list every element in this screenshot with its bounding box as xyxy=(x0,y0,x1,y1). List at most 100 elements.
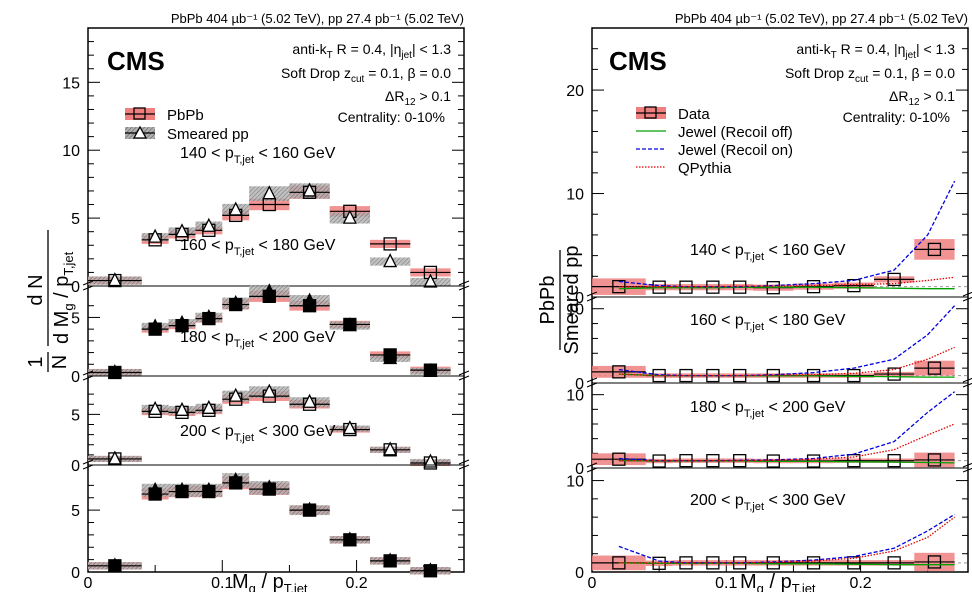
right-y-title-num: PbPb xyxy=(537,276,559,325)
pp-point xyxy=(302,501,317,516)
pt-bin-label: 160 < pT,jet < 180 GeV xyxy=(180,237,336,258)
svg-text:d N: d N xyxy=(25,274,47,305)
x-tick-label: 0.2 xyxy=(345,575,367,592)
left-y-title: 1 N d N d Mg / pT,jet xyxy=(25,230,76,372)
pt-bin-label: 140 < pT,jet < 160 GeV xyxy=(180,145,336,166)
svg-text:N: N xyxy=(49,355,71,369)
pp-point xyxy=(174,223,190,238)
pp-point xyxy=(107,557,122,572)
y-tick-label: 5 xyxy=(71,407,80,424)
ratio-point xyxy=(887,272,901,287)
left-plot-layer: 0 0.1 0.2 0 5 10 15 140 < pT,jet < 160 GeV 0 5 160… xyxy=(62,41,470,592)
ratio-point xyxy=(847,368,861,383)
axis-break-mark xyxy=(458,280,470,291)
legend-recoil-on-label: Jewel (Recoil on) xyxy=(678,142,793,159)
pp-point xyxy=(228,471,243,487)
legend-data-marker xyxy=(644,106,657,119)
pt-bin-label: 180 < pT,jet < 200 GeV xyxy=(180,329,336,350)
y-tick-label: 0 xyxy=(71,279,80,296)
ratio-point xyxy=(887,367,901,381)
model-curve-qpythia xyxy=(618,346,955,377)
legend-data-label: Data xyxy=(678,106,710,123)
pp-point xyxy=(107,450,122,465)
ratio-point xyxy=(887,556,901,570)
model-curve-jewel-recoil-on- xyxy=(618,305,956,377)
pp-point xyxy=(201,308,216,324)
pt-bin-label: 140 < pT,jet < 160 GeV xyxy=(690,242,846,263)
right-header: PbPb 404 µb⁻¹ (5.02 TeV), pp 27.4 pb⁻¹ (… xyxy=(675,11,968,26)
pp-point xyxy=(423,273,438,288)
pp-point xyxy=(342,531,357,546)
y-tick-label: 0 xyxy=(575,565,584,582)
pp-point xyxy=(302,182,317,197)
cms-label-right: CMS xyxy=(609,46,667,76)
y-tick-label: 0 xyxy=(575,461,584,478)
pp-point xyxy=(262,283,277,298)
model-curve-qpythia xyxy=(618,276,955,288)
y-tick-label: 10 xyxy=(566,302,584,319)
svg-text:1: 1 xyxy=(25,356,47,367)
axis-break-mark xyxy=(586,462,598,473)
model-curve-jewel-recoil-on- xyxy=(618,513,955,564)
info-softdrop-right: Soft Drop zcut = 0.1, β = 0.0 xyxy=(785,65,955,85)
y-tick-label: 0 xyxy=(71,458,80,475)
pp-point xyxy=(342,317,357,332)
legend-qpythia-label: QPythia xyxy=(678,160,732,177)
info-jet-right: anti-kT R = 0.4, |ηjet| < 1.3 xyxy=(796,41,955,61)
y-tick-label: 10 xyxy=(62,143,80,160)
pp-point xyxy=(423,453,438,468)
left-frame xyxy=(87,27,465,573)
pp-point xyxy=(342,209,357,224)
y-tick-label: 20 xyxy=(566,83,584,100)
pp-point xyxy=(201,217,216,232)
y-tick-label: 0 xyxy=(575,290,584,307)
right-frame xyxy=(591,27,969,573)
ratio-point xyxy=(612,452,626,466)
pt-bin-label: 200 < pT,jet < 300 GeV xyxy=(690,492,846,513)
info-left: anti-kT R = 0.4, |ηjet| < 1.3 Soft Drop … xyxy=(281,41,451,125)
pt-bin-label: 180 < pT,jet < 200 GeV xyxy=(690,399,846,420)
pp-point xyxy=(383,552,398,567)
pp-point xyxy=(383,441,398,456)
pp-point xyxy=(302,393,317,408)
y-tick-label: 10 xyxy=(566,187,584,204)
x-tick-label: 0.1 xyxy=(715,575,737,592)
ratio-point xyxy=(612,280,626,294)
left-header: PbPb 404 µb⁻¹ (5.02 TeV), pp 27.4 pb⁻¹ (… xyxy=(171,11,464,26)
right-y-title-den: Smeared pp xyxy=(561,246,583,355)
y-tick-label: 10 xyxy=(566,388,584,405)
ratio-point xyxy=(927,555,942,569)
y-tick-label: 0 xyxy=(575,376,584,393)
y-tick-label: 10 xyxy=(566,474,584,491)
right-y-title: PbPb Smeared pp xyxy=(537,246,583,355)
pp-point xyxy=(148,228,163,243)
info-jet-left: anti-kT R = 0.4, |ηjet| < 1.3 xyxy=(292,41,451,61)
axis-break-mark xyxy=(458,370,470,381)
pp-point xyxy=(107,364,122,379)
pp-point xyxy=(383,253,398,268)
pp-point xyxy=(262,185,277,200)
x-tick-label: 0.2 xyxy=(849,575,871,592)
x-tick-label: 0 xyxy=(588,575,597,592)
x-tick-label: 0 xyxy=(84,575,93,592)
axis-break-mark xyxy=(962,291,972,302)
legend-pbpb-label: PbPb xyxy=(167,107,204,124)
pp-point xyxy=(148,400,163,415)
axis-break-mark xyxy=(82,459,94,470)
ratio-point xyxy=(612,365,626,379)
axis-break-mark xyxy=(82,370,94,381)
ratio-point xyxy=(806,556,821,570)
pp-point xyxy=(262,383,277,398)
x-tick-label: 0.1 xyxy=(211,575,233,592)
axis-break-mark xyxy=(458,459,470,470)
pp-point xyxy=(174,401,190,416)
info-dr-right: ΔR12 > 0.1 xyxy=(889,88,955,108)
legend-recoil-off-label: Jewel (Recoil off) xyxy=(678,124,793,141)
y-tick-label: 15 xyxy=(62,75,80,92)
legend-pp-label: Smeared pp xyxy=(167,126,249,143)
ratio-point xyxy=(927,242,942,257)
axis-break-mark xyxy=(586,291,598,302)
model-curve-qpythia xyxy=(618,516,955,564)
